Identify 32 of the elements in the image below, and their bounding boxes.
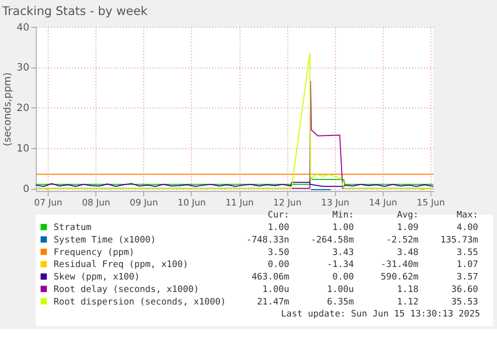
text: Cur: Min: Avg: Max: [268,210,478,221]
text: -748.33n -264.58m -2.52m 135.73m [246,235,478,246]
legend-label: Stratum [54,223,92,234]
y-tick-label: 10 [16,144,30,154]
chart-title: Tracking Stats - by week [1,4,148,18]
x-tick-label: 13 Jun [321,198,350,208]
x-tick-label: 12 Jun [273,198,302,208]
text: 463.06m 0.00 590.62m 3.57 [252,272,478,283]
legend-label: System Time (x1000) [54,235,156,246]
legend-label: Root dispersion (seconds, x1000) [54,297,226,308]
x-tick-label: 07 Jun [34,198,62,208]
text: 1.00u 1.00u 1.18 36.60 [262,284,478,295]
y-tick-label: 0 [22,184,30,195]
x-tick-label: 11 Jun [225,198,254,208]
x-tick-label: 08 Jun [82,198,110,208]
y-tick-label: 20 [16,103,30,114]
text: 1.00 1.00 1.09 4.00 [268,223,478,234]
text: 0.00 -1.34 -31.40m 1.07 [268,260,478,270]
legend-label: Skew (ppm, x100) [54,272,140,283]
x-tick-label: 10 Jun [178,198,206,208]
text: Last update: Sun Jun 15 13:30:13 2025 [281,310,480,320]
y-tick-label: 40 [16,22,30,34]
legend-label: Root delay (seconds, x1000) [54,284,199,295]
legend-label: Frequency (ppm) [54,248,134,258]
text: 3.50 3.43 3.48 3.55 [268,248,478,258]
x-tick-label: 09 Jun [130,198,158,208]
x-tick-label: 14 Jun [368,198,398,208]
text: 21.47m 6.35m 1.12 35.53 [256,297,478,308]
y-tick-label: 30 [16,62,30,74]
x-tick-label: 15 Jun [416,198,445,208]
y-axis-title: (seconds,ppm) [2,72,14,146]
legend-label: Residual Freq (ppm, x100) [54,260,188,270]
